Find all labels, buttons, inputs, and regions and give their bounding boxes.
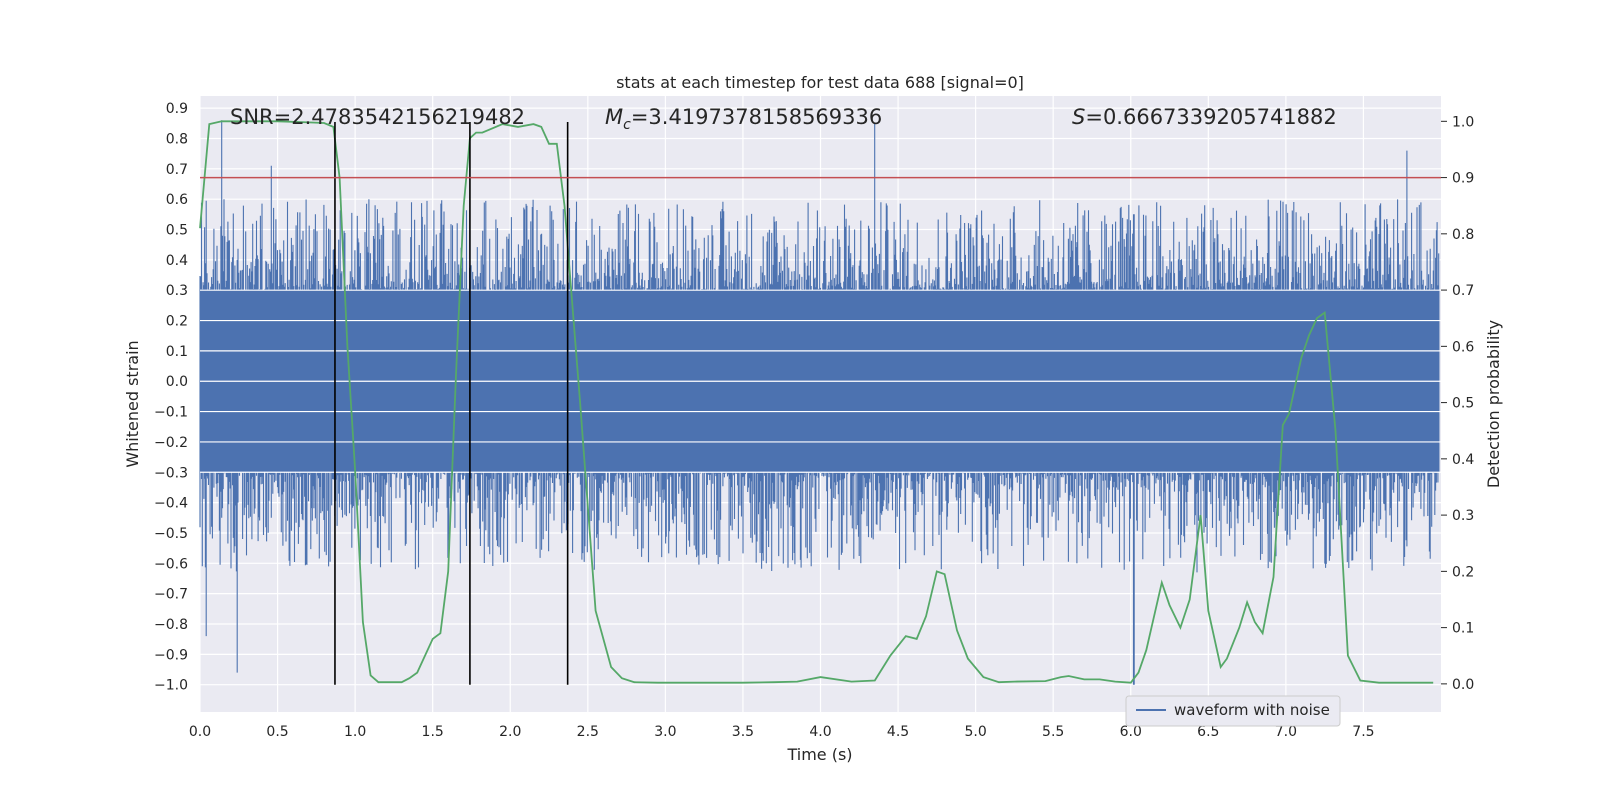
waveform-series [199, 120, 1441, 685]
vertical-lines [334, 122, 569, 685]
y-tick-label-right: 0.9 [1452, 171, 1474, 187]
x-axis-label: Time (s) [786, 745, 852, 764]
x-tick-label: 4.0 [809, 724, 831, 740]
mc-annotation: Mc=3.4197378158569336 [605, 105, 882, 133]
y-tick-label-left: 0.6 [166, 192, 188, 208]
y-tick-label-left: −1.0 [154, 678, 188, 694]
x-tick-label: 2.5 [577, 724, 599, 740]
y-tick-label-left: −0.5 [154, 526, 188, 542]
y-tick-label-left: 0.5 [166, 223, 188, 239]
x-tick-label: 3.5 [732, 724, 754, 740]
y-tick-label-left: 0.7 [166, 162, 188, 178]
x-tick-label: 6.5 [1197, 724, 1219, 740]
y-tick-label-left: 0.9 [166, 101, 188, 117]
y-axis-label-left: Whitened strain [123, 340, 142, 467]
legend-box [1125, 695, 1341, 727]
y-tick-label-right: 0.8 [1452, 227, 1474, 243]
probability-series [199, 120, 1434, 684]
legend: waveform with noise [1125, 695, 1341, 727]
chart-title: stats at each timestep for test data 688… [616, 73, 1024, 92]
y-tick-label-left: 0.8 [166, 131, 188, 147]
y-tick-label-left: 0.1 [166, 344, 188, 360]
y-ticks-left: 0.9 0.8 0.7 0.6 0.5 0.4 0.3 0.2 0.1 0.0 −0.1 −0.2 −0… [154, 101, 188, 694]
x-tick-label: 4.5 [887, 724, 909, 740]
y-tick-label-right: 0.6 [1452, 339, 1474, 355]
y-tick-label-left: −0.4 [154, 496, 188, 512]
legend-label: waveform with noise [1174, 701, 1330, 719]
x-tick-label: 1.5 [422, 724, 444, 740]
y-tick-label-left: 0.2 [166, 314, 188, 330]
y-tick-label-left: 0.4 [166, 253, 188, 269]
y-tick-label-left: −0.6 [154, 556, 188, 572]
probability-line [199, 120, 1434, 684]
y-tick-label-right: 0.1 [1452, 621, 1474, 637]
x-ticks: 0.0 0.5 1.0 1.5 2.0 2.5 3.0 3.5 4.0 4.5 5.0 5.5 6.0 6… [189, 724, 1375, 740]
y-tick-label-left: −0.9 [154, 647, 188, 663]
x-tick-label: 0.5 [266, 724, 288, 740]
y-tick-label-left: −0.7 [154, 587, 188, 603]
y-axis-label-right: Detection probability [1484, 320, 1503, 488]
x-tick-label: 3.0 [654, 724, 676, 740]
x-tick-label: 6.0 [1120, 724, 1142, 740]
x-tick-label: 0.0 [189, 724, 211, 740]
y-tick-label-right: 0.5 [1452, 396, 1474, 412]
y-tick-label-left: −0.2 [154, 435, 188, 451]
x-tick-label: 2.0 [499, 724, 521, 740]
y-tick-label-left: 0.0 [166, 374, 188, 390]
y-tick-label-left: 0.3 [166, 283, 188, 299]
x-tick-label: 1.0 [344, 724, 366, 740]
y-tick-label-right: 0.2 [1452, 564, 1474, 580]
x-tick-label: 7.5 [1352, 724, 1374, 740]
y-tick-label-right: 0.7 [1452, 283, 1474, 299]
x-tick-label: 7.0 [1275, 724, 1297, 740]
x-tick-label: 5.0 [964, 724, 986, 740]
y-tick-label-right: 0.3 [1452, 508, 1474, 524]
y-tick-label-right: 0.4 [1452, 452, 1474, 468]
y-tick-label-left: −0.8 [154, 617, 188, 633]
y-ticks-right: 1.0 0.9 0.8 0.7 0.6 0.5 0.4 0.3 0.2 0.1 0.0 [1441, 114, 1474, 693]
y-tick-label-right: 1.0 [1452, 114, 1474, 130]
x-tick-label: 5.5 [1042, 724, 1064, 740]
y-tick-label-left: −0.3 [154, 465, 188, 481]
y-tick-label-left: −0.1 [154, 405, 188, 421]
snr-annotation: SNR=2.4783542156219482 [230, 105, 525, 129]
y-tick-label-right: 0.0 [1452, 677, 1474, 693]
s-annotation: S=0.6667339205741882 [1072, 105, 1337, 129]
